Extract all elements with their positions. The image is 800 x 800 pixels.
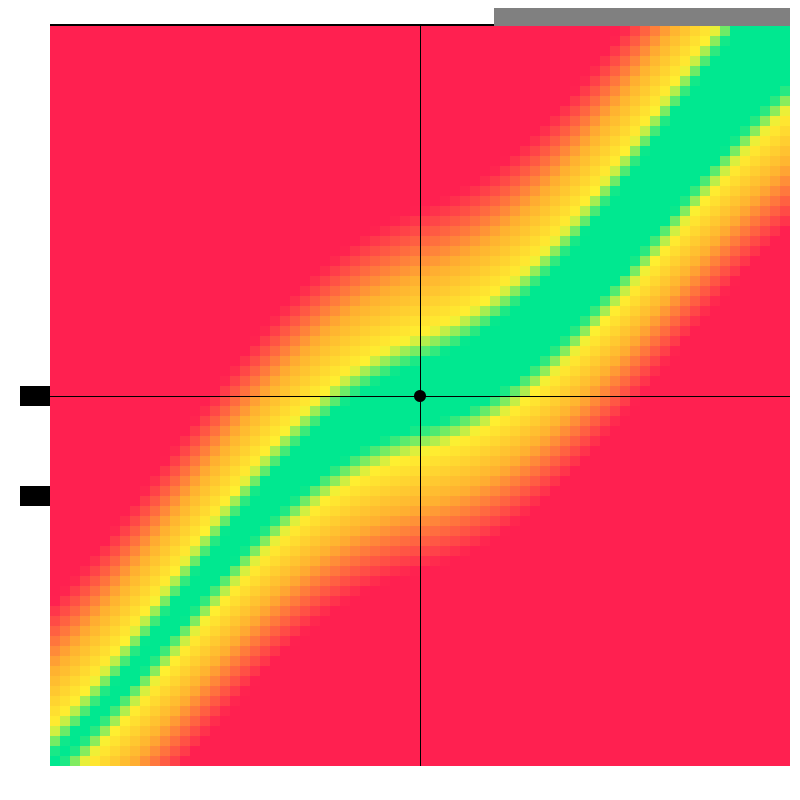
top-border-left — [50, 24, 494, 26]
left-tick-0 — [20, 386, 50, 406]
left-tick-1 — [20, 486, 50, 506]
chart-container — [0, 0, 800, 800]
top-border-right — [494, 8, 790, 26]
origin-marker — [414, 390, 426, 402]
